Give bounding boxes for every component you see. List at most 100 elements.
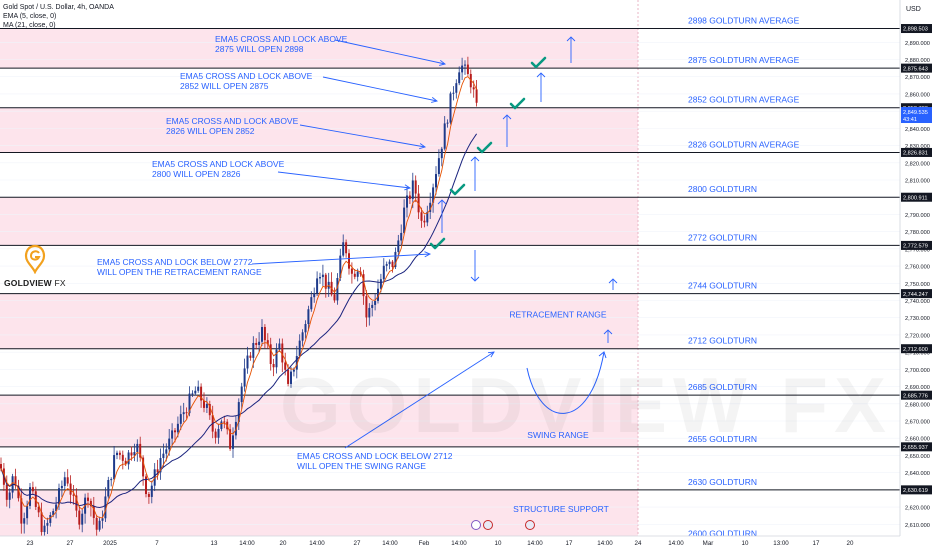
price-tick-0: 2,610.000	[905, 523, 930, 529]
candle-body	[408, 195, 411, 199]
candle-body	[417, 193, 420, 213]
candle-83	[240, 382, 243, 410]
candle-body	[174, 430, 176, 433]
candle-70	[203, 392, 205, 413]
price-tick-28: 2,890.000	[905, 41, 930, 47]
candle-27	[78, 506, 81, 530]
candle-body	[240, 386, 243, 403]
annotation-arrowhead-5	[487, 351, 495, 358]
candle-156	[452, 86, 455, 101]
candle-35	[101, 510, 104, 529]
candle-body	[333, 294, 336, 301]
candle-body	[313, 293, 316, 298]
annotation-arrow-4	[251, 253, 431, 265]
current-price-tag: 2,849.535	[903, 110, 928, 116]
candle-5	[14, 468, 17, 489]
candle-148	[429, 192, 432, 220]
candle-154	[446, 119, 449, 128]
level-name-3: 2826 GOLDTURN AVERAGE	[688, 139, 800, 149]
candle-body	[263, 326, 266, 341]
time-tick-17: 14:00	[668, 540, 684, 547]
candle-110	[319, 272, 321, 284]
candle-95	[275, 343, 278, 374]
time-tick-2: 2025	[103, 540, 117, 547]
candle-body	[365, 296, 368, 318]
level-tag-1: 2,875.643	[903, 66, 928, 72]
candle-body	[388, 261, 391, 265]
level-tag-6: 2,744.247	[903, 292, 928, 298]
time-tick-10: Feb	[419, 540, 430, 547]
time-tick-13: 14:00	[527, 540, 543, 547]
candle-145	[420, 207, 423, 228]
level-name-10: 2630 GOLDTURN	[688, 477, 757, 487]
candle-body	[150, 485, 153, 497]
candle-body	[269, 344, 272, 364]
candle-body	[310, 297, 313, 310]
level-name-11: 2600 GOLDTURN	[688, 529, 757, 539]
level-tag-bg-9	[901, 442, 932, 452]
candle-body	[205, 404, 208, 408]
candle-body	[377, 288, 379, 301]
annotation-arrowhead-3	[404, 184, 412, 191]
candle-body	[81, 513, 84, 525]
price-tick-26: 2,870.000	[905, 75, 930, 81]
candle-body	[304, 323, 307, 333]
candle-130	[377, 279, 379, 304]
candle-104	[301, 329, 304, 347]
level-name-2: 2852 GOLDTURN AVERAGE	[688, 95, 800, 105]
level-tag-0: 2,898.503	[903, 27, 928, 33]
time-tick-8: 27	[354, 540, 361, 547]
candle-7	[20, 488, 23, 534]
candle-152	[440, 146, 443, 167]
candle-body	[133, 452, 136, 456]
candle-body	[461, 65, 464, 73]
candle-24	[69, 475, 72, 504]
ma-indicator-label[interactable]: MA (21, close, 0)	[3, 22, 56, 29]
ema-indicator-label[interactable]: EMA (5, close, 0)	[3, 13, 57, 20]
candle-body	[142, 457, 145, 477]
candle-body	[356, 271, 359, 277]
candle-37	[107, 476, 110, 499]
candle-body	[232, 435, 234, 449]
price-tick-1: 2,620.000	[905, 506, 930, 512]
candle-109	[316, 271, 319, 297]
level-tag-bg-10	[901, 485, 932, 495]
candle-34	[98, 516, 101, 532]
candle-body	[78, 510, 81, 525]
candle-64	[185, 407, 188, 419]
price-tick-27: 2,880.000	[905, 58, 930, 64]
annotation-arrow-3	[277, 171, 411, 189]
candle-body	[420, 212, 423, 221]
candle-body	[165, 449, 168, 454]
chart-title[interactable]: Gold Spot / U.S. Dollar, 4h, OANDA	[3, 4, 114, 11]
price-tick-6: 2,670.000	[905, 420, 930, 426]
level-tag-4: 2,800.911	[903, 195, 927, 201]
candle-132	[382, 258, 385, 283]
candle-118	[342, 234, 345, 258]
candle-92	[266, 333, 269, 349]
candle-body	[452, 92, 455, 94]
annotation-line2-0: 2875 WILL OPEN 2898	[215, 44, 304, 54]
candle-76	[220, 419, 223, 432]
candle-56	[162, 443, 165, 468]
candle-69	[200, 383, 203, 408]
annotation-arrow-2	[299, 124, 426, 148]
price-tick-11: 2,720.000	[905, 333, 930, 339]
level-layer: 2898 GOLDTURN AVERAGE 2875 GOLDTURN AVERA…	[0, 16, 900, 542]
candle-106	[307, 305, 310, 331]
candle-body	[466, 64, 469, 74]
candle-11	[31, 481, 34, 495]
candle-body	[214, 431, 217, 438]
candle-body	[37, 506, 40, 513]
time-tick-16: 24	[635, 540, 642, 547]
level-tag-bg-4	[901, 192, 932, 202]
price-tick-21: 2,820.000	[905, 161, 930, 167]
candle-body	[139, 443, 142, 458]
up-arrow-2800-head	[437, 199, 447, 205]
candle-63	[182, 402, 185, 423]
candle-body	[116, 452, 118, 456]
candle-143	[414, 175, 417, 203]
candle-155	[449, 91, 452, 125]
